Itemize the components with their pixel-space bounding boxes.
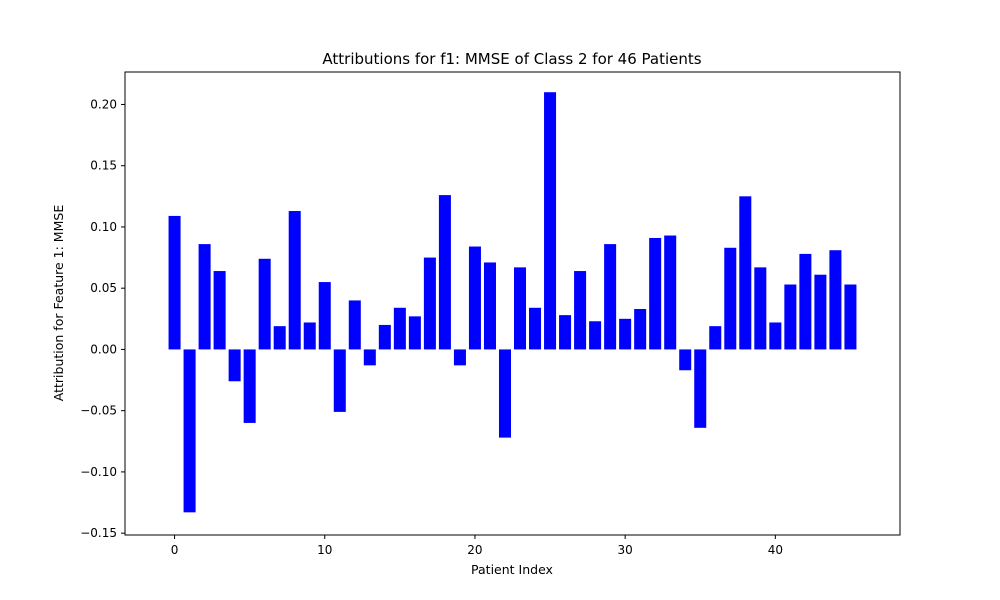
bar-patient-4 — [228, 349, 241, 382]
bar-patient-39 — [754, 267, 767, 350]
x-tick-label: 20 — [467, 543, 482, 557]
bar-patient-43 — [814, 274, 827, 350]
y-tick-label: −0.15 — [80, 526, 117, 540]
x-tick-label: 10 — [317, 543, 332, 557]
bar-patient-30 — [619, 318, 632, 350]
y-tick-label: −0.05 — [80, 404, 117, 418]
bar-patient-20 — [468, 246, 481, 350]
bar-patient-15 — [393, 307, 406, 350]
plot-frame — [124, 71, 901, 536]
y-tick-label: 0.00 — [90, 342, 117, 356]
x-tick-label: 0 — [171, 543, 179, 557]
x-axis: 0 10 20 30 40 — [171, 535, 783, 557]
bar-patient-19 — [453, 349, 466, 366]
bar-patient-8 — [288, 211, 301, 350]
bar-patient-28 — [589, 321, 602, 350]
bar-patient-3 — [213, 271, 226, 350]
x-axis-label: Patient Index — [471, 562, 553, 577]
bar-patient-24 — [529, 307, 542, 350]
y-tick-label: 0.05 — [90, 281, 117, 295]
x-tick-label: 40 — [768, 543, 783, 557]
bar-patient-27 — [574, 271, 587, 350]
bar-patient-9 — [303, 322, 316, 350]
bar-patient-13 — [363, 349, 376, 366]
bar-patient-6 — [258, 258, 271, 350]
bar-patient-21 — [483, 262, 496, 350]
bar-patient-5 — [243, 349, 256, 423]
bar-patient-40 — [769, 322, 782, 350]
bar-patient-22 — [498, 349, 511, 438]
bar-patient-17 — [423, 257, 436, 350]
bar-patient-23 — [514, 267, 527, 350]
bar-patient-16 — [408, 316, 421, 350]
x-tick-label: 30 — [618, 543, 633, 557]
y-tick-label: 0.10 — [90, 220, 117, 234]
bar-patient-7 — [273, 326, 286, 350]
bar-patient-11 — [333, 349, 346, 412]
bars-group — [168, 92, 857, 513]
bar-patient-38 — [739, 196, 752, 350]
bar-patient-31 — [634, 309, 647, 350]
bar-patient-0 — [168, 215, 181, 350]
bar-patient-42 — [799, 253, 812, 350]
bar-patient-26 — [559, 315, 572, 350]
chart-title: Attributions for f1: MMSE of Class 2 for… — [322, 50, 701, 68]
bar-patient-37 — [724, 247, 737, 350]
bar-patient-44 — [829, 250, 842, 350]
bar-patient-34 — [679, 349, 692, 371]
bar-patient-12 — [348, 300, 361, 350]
bar-patient-35 — [694, 349, 707, 428]
bar-patient-41 — [784, 284, 797, 350]
bar-patient-29 — [604, 244, 617, 350]
bar-patient-36 — [709, 326, 722, 350]
bar-patient-1 — [183, 349, 196, 513]
bar-patient-45 — [844, 284, 857, 350]
y-axis-label: Attribution for Feature 1: MMSE — [51, 205, 66, 402]
bar-patient-2 — [198, 244, 211, 350]
bar-patient-25 — [544, 92, 557, 350]
bar-patient-33 — [664, 235, 677, 350]
y-tick-label: 0.15 — [90, 159, 117, 173]
y-axis: −0.15 −0.10 −0.05 0.00 0.05 0.10 0.15 0.20 — [80, 97, 125, 540]
bar-patient-18 — [438, 195, 451, 350]
bar-patient-14 — [378, 324, 391, 350]
y-tick-label: −0.10 — [80, 465, 117, 479]
bar-patient-32 — [649, 237, 662, 350]
y-tick-label: 0.20 — [90, 97, 117, 111]
bar-patient-10 — [318, 282, 331, 350]
